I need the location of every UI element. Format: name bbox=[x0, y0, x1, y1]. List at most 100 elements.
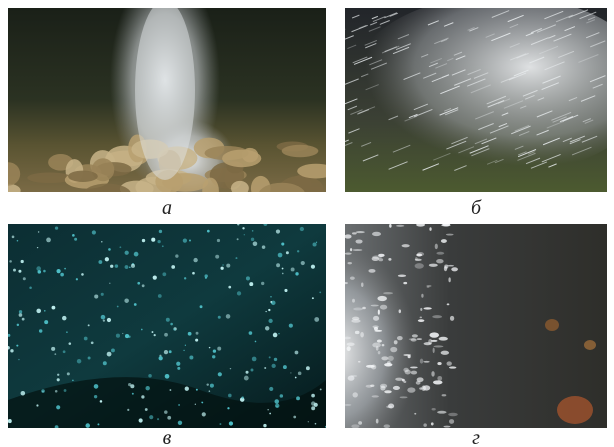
bubble bbox=[167, 416, 171, 420]
bubble bbox=[77, 359, 81, 363]
bubble bbox=[164, 410, 167, 413]
splash-bubble bbox=[388, 356, 394, 361]
bubble bbox=[166, 318, 170, 322]
splash-bubble bbox=[403, 354, 411, 356]
splash-bubble bbox=[372, 395, 379, 397]
bubble bbox=[129, 266, 131, 268]
bubble bbox=[215, 255, 219, 259]
bubble bbox=[12, 236, 15, 239]
bubble bbox=[300, 227, 304, 231]
bubble bbox=[320, 388, 322, 390]
splash-bubble bbox=[380, 386, 385, 391]
splash-bubble bbox=[435, 244, 438, 250]
bubble bbox=[188, 332, 192, 336]
bubble bbox=[274, 399, 279, 404]
bubble bbox=[263, 424, 266, 427]
bubble bbox=[145, 386, 149, 390]
splash-bubble bbox=[344, 404, 351, 406]
splash-bubble bbox=[403, 282, 407, 284]
bubble bbox=[244, 234, 245, 235]
bubble bbox=[207, 230, 210, 233]
bubble bbox=[313, 242, 317, 246]
bubble bbox=[107, 352, 112, 357]
bubble bbox=[273, 333, 278, 338]
splash-bubble bbox=[432, 408, 436, 410]
bubble bbox=[88, 324, 90, 326]
photo-b bbox=[330, 0, 614, 192]
splash-bubble bbox=[433, 345, 443, 347]
splash-bubble bbox=[384, 390, 391, 393]
bubble bbox=[312, 297, 314, 299]
splash-bubble bbox=[429, 227, 431, 231]
bubble bbox=[178, 421, 182, 425]
splash-bubble bbox=[378, 351, 381, 354]
splash-bubble bbox=[381, 356, 388, 360]
bubble bbox=[177, 367, 180, 370]
bubble bbox=[184, 277, 186, 279]
bubble bbox=[175, 254, 178, 257]
bubble bbox=[235, 257, 237, 259]
splash-bubble bbox=[448, 413, 458, 416]
bubble bbox=[291, 268, 295, 272]
bubble bbox=[219, 423, 221, 425]
bubble bbox=[55, 425, 59, 429]
bubble bbox=[278, 333, 279, 334]
splash-bubble bbox=[443, 426, 450, 428]
bubble bbox=[139, 418, 143, 422]
bubble bbox=[278, 253, 283, 258]
bubble bbox=[63, 350, 66, 353]
splash-bubble bbox=[424, 307, 432, 309]
splash-bubble bbox=[441, 239, 447, 243]
bubble bbox=[116, 334, 120, 338]
bubble bbox=[91, 341, 94, 344]
bubble bbox=[88, 357, 91, 360]
bubble bbox=[69, 342, 72, 345]
bubble bbox=[37, 247, 38, 248]
bubble bbox=[56, 405, 60, 409]
bubble bbox=[281, 242, 284, 245]
bubble bbox=[107, 318, 111, 322]
spray-streak bbox=[334, 29, 346, 34]
bubble bbox=[145, 408, 148, 411]
bubble bbox=[315, 423, 317, 425]
page: а б в г (() => { const data = JSON.parse… bbox=[0, 0, 614, 447]
splash-bubble bbox=[347, 262, 351, 264]
splash-bubble bbox=[431, 422, 434, 425]
bubble bbox=[228, 394, 232, 398]
bubble bbox=[212, 355, 215, 358]
bubble bbox=[316, 242, 317, 243]
splash-bubble bbox=[415, 257, 418, 261]
splash-bubble bbox=[377, 340, 382, 343]
bubble bbox=[125, 251, 129, 255]
bubble bbox=[308, 421, 309, 422]
bubble bbox=[130, 384, 134, 388]
bubble bbox=[10, 349, 13, 352]
splash-bubble bbox=[351, 375, 358, 377]
bubble bbox=[19, 310, 22, 313]
bubble bbox=[271, 302, 273, 304]
bubble bbox=[296, 396, 300, 400]
splash-bubble bbox=[447, 361, 452, 365]
splash-bubble bbox=[388, 258, 391, 261]
bubble bbox=[18, 359, 19, 360]
bubble bbox=[297, 250, 299, 252]
bubble bbox=[46, 238, 51, 243]
bubble bbox=[151, 238, 155, 242]
splash-bubble bbox=[433, 380, 443, 384]
bubble bbox=[282, 273, 284, 275]
bubble bbox=[101, 241, 103, 243]
splash-bubble bbox=[421, 294, 423, 298]
bubble bbox=[117, 306, 119, 308]
splash-bubble bbox=[355, 239, 362, 243]
splash-bubble bbox=[449, 419, 454, 424]
bubble bbox=[29, 286, 32, 289]
splash-bubble bbox=[372, 342, 381, 347]
bubble bbox=[286, 251, 289, 254]
bubble bbox=[137, 282, 140, 285]
splash-bubble bbox=[414, 413, 416, 415]
splash-bubble bbox=[373, 316, 379, 321]
bubble bbox=[196, 389, 198, 391]
bubble bbox=[221, 267, 224, 270]
bubble bbox=[251, 369, 254, 372]
bubble bbox=[276, 229, 280, 233]
